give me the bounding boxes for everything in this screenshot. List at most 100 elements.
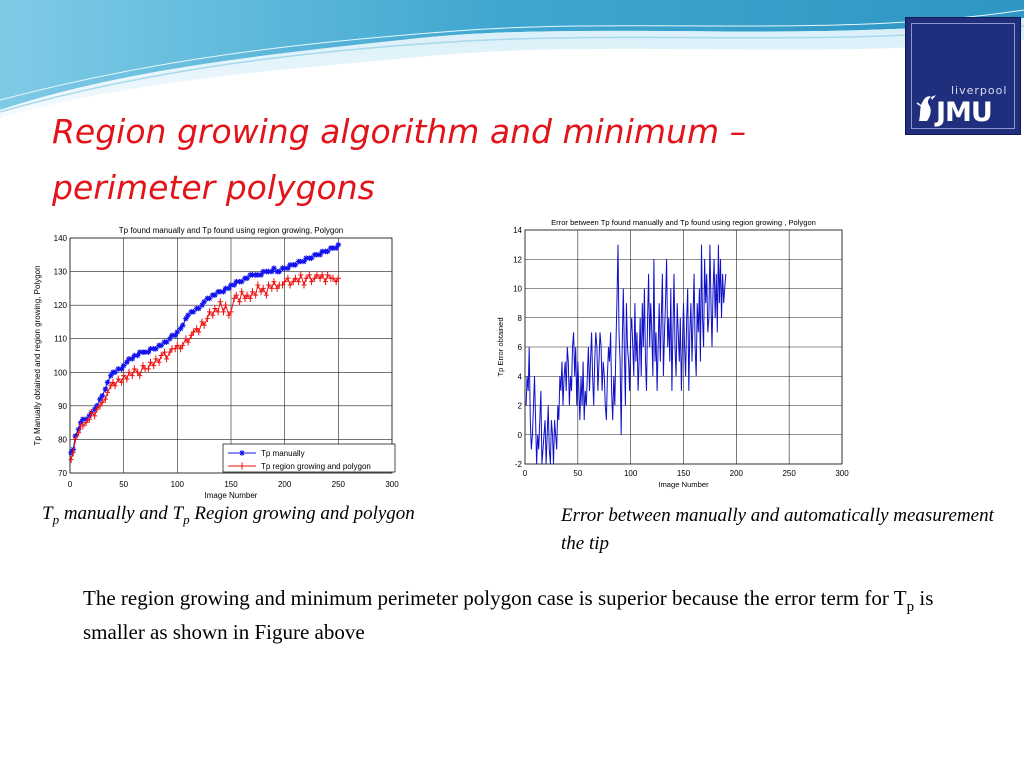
data-point: [115, 366, 122, 372]
caption-left-sub-1: p: [52, 512, 60, 527]
data-point: [163, 339, 170, 345]
data-point: [281, 265, 288, 272]
data-point: [217, 298, 223, 306]
data-point: [153, 345, 159, 352]
logo-big-text: JMU: [936, 97, 993, 128]
chart-title: Error between Tp found manually and Tp f…: [551, 218, 816, 227]
data-point: [231, 282, 238, 288]
data-point: [244, 291, 250, 299]
x-tick-label: 150: [677, 469, 691, 478]
data-point: [201, 298, 207, 305]
data-point: [335, 241, 342, 248]
data-point: [233, 278, 240, 285]
caption-left-text-3: Region growing and polygon: [189, 503, 415, 524]
data-point: [319, 248, 326, 255]
x-tick-label: 250: [332, 480, 346, 489]
data-point: [112, 382, 118, 390]
data-point: [255, 272, 261, 278]
data-point: [276, 268, 283, 275]
data-point: [263, 291, 269, 299]
y-axis-label: Tp Error obtained: [496, 317, 505, 376]
caption-left-sub-2: p: [183, 512, 190, 527]
data-point: [158, 352, 164, 359]
data-point: [282, 278, 288, 286]
x-tick-label: 100: [624, 469, 638, 478]
data-point: [207, 308, 213, 316]
jmu-logo: liverpool JMU: [905, 17, 1021, 135]
data-point: [292, 262, 299, 268]
data-point: [169, 332, 175, 339]
data-point: [220, 288, 227, 295]
series-line: [525, 244, 727, 465]
chart-tp-comparison: 0 50 100 150 200 250 300 70 80 90 100 110 120 130 140 T…: [33, 226, 399, 500]
data-point: [210, 311, 216, 319]
legend-label: Tp manually: [261, 449, 305, 458]
data-point: [324, 248, 331, 255]
data-point: [287, 262, 293, 268]
header-wave-decoration: [0, 0, 1024, 118]
data-point: [145, 365, 151, 373]
data-point: [296, 278, 302, 286]
data-point: [107, 372, 114, 379]
x-tick-label: 0: [523, 469, 528, 478]
x-tick-label: 100: [171, 480, 185, 489]
data-point: [190, 309, 197, 315]
data-point: [206, 295, 213, 302]
data-point: [309, 278, 314, 286]
data-point: [253, 291, 259, 299]
data-point: [124, 359, 130, 366]
legend-box: [222, 443, 396, 473]
data-point: [317, 251, 323, 258]
data-point: [226, 285, 232, 292]
data-point: [271, 278, 277, 286]
data-point: [303, 274, 309, 282]
data-point: [129, 372, 135, 380]
x-tick-label: 0: [68, 480, 73, 489]
data-point: [190, 328, 196, 336]
y-tick-label: 90: [58, 402, 67, 411]
y-tick-label: 14: [513, 226, 522, 235]
data-point: [333, 245, 339, 251]
data-point: [134, 352, 141, 359]
data-point: [105, 388, 111, 396]
data-point: [68, 456, 74, 464]
caption-left: Tp manually and Tp Region growing and po…: [42, 500, 462, 529]
data-point: [156, 358, 162, 366]
data-point: [121, 372, 127, 380]
data-point: [80, 416, 86, 423]
data-point: [285, 274, 291, 282]
data-point: [158, 342, 165, 349]
data-point: [167, 335, 173, 342]
x-tick-label: 200: [730, 469, 744, 478]
y-tick-label: 120: [54, 301, 68, 310]
data-point: [174, 329, 181, 335]
data-point: [131, 365, 137, 373]
y-tick-label: 80: [58, 435, 67, 444]
data-point: [303, 255, 309, 261]
body-text-2: is smaller as shown in Figure above: [83, 586, 934, 644]
data-point: [180, 341, 186, 349]
y-tick-label: 8: [518, 314, 523, 323]
data-point: [228, 308, 234, 316]
data-point: [183, 315, 189, 322]
x-tick-label: 200: [278, 480, 292, 489]
data-point: [301, 281, 307, 289]
data-point: [330, 245, 336, 251]
x-tick-label: 250: [782, 469, 796, 478]
data-point: [260, 268, 266, 275]
data-point: [196, 328, 202, 336]
data-point: [301, 258, 307, 265]
y-tick-label: 110: [54, 335, 67, 344]
data-point: [199, 302, 205, 308]
data-point: [314, 251, 320, 258]
data-point: [335, 274, 341, 282]
data-point: [223, 301, 229, 309]
data-point: [112, 369, 118, 376]
data-point: [228, 282, 234, 288]
data-point: [86, 415, 92, 423]
data-point: [298, 271, 304, 279]
liver-bird-icon: [916, 95, 936, 121]
caption-left-text-2: manually and T: [59, 503, 184, 524]
data-point: [247, 294, 253, 302]
